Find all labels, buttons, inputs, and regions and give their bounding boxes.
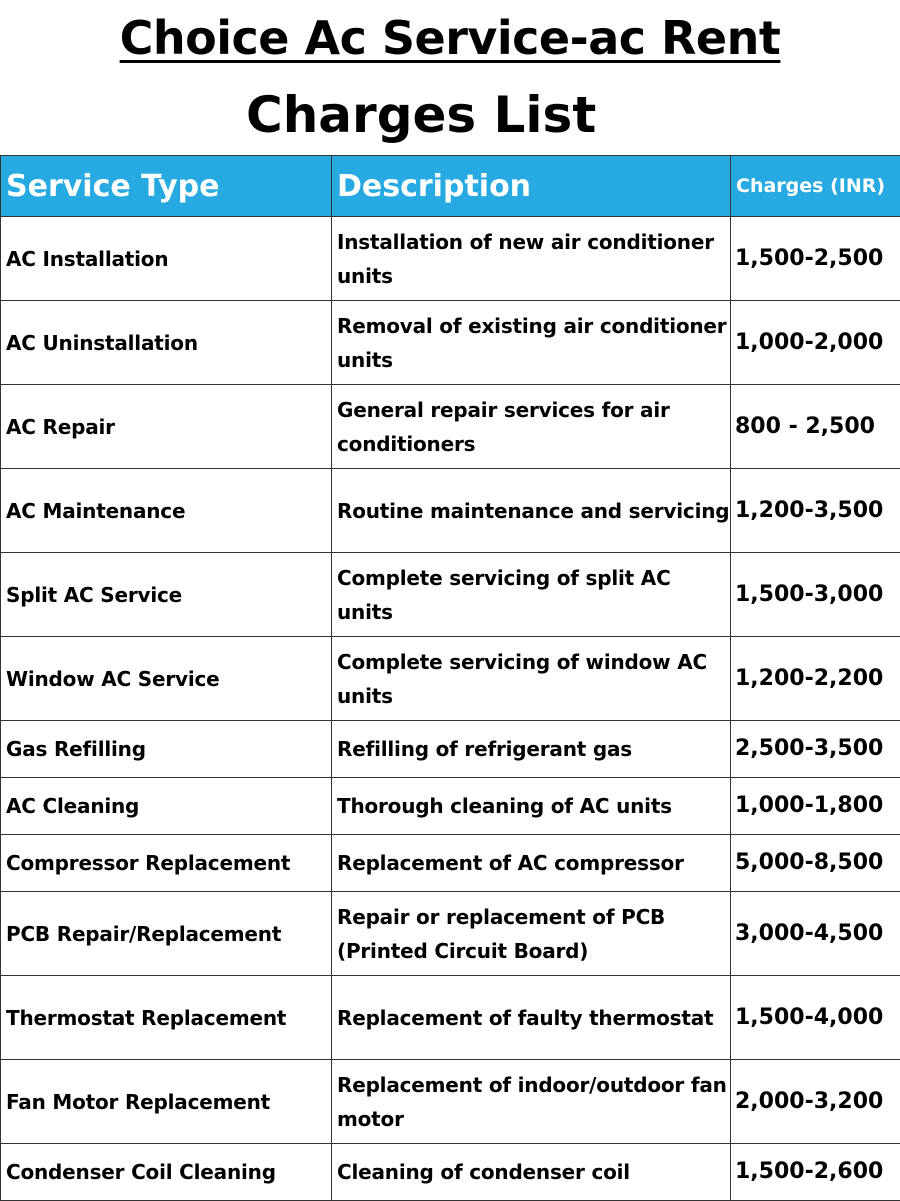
service-type-cell: Fan Motor Replacement [1,1060,332,1144]
charges-cell: 1,500-2,500 [731,217,900,301]
charges-cell: 2,500-3,500 [731,721,900,778]
table-row: Compressor Replacement Replacement of AC… [1,835,900,892]
table-row: AC Maintenance Routine maintenance and s… [1,469,900,553]
description-cell: Replacement of indoor/outdoor fan motor [332,1060,731,1144]
service-type-cell: Compressor Replacement [1,835,332,892]
description-cell: Thorough cleaning of AC units [332,778,731,835]
description-cell: General repair services for air conditio… [332,385,731,469]
charges-cell: 1,500-2,600 [731,1144,900,1201]
table-row: PCB Repair/Replacement Repair or replace… [1,892,900,976]
charges-cell: 1,000-2,000 [731,301,900,385]
column-header-service-type: Service Type [1,156,332,217]
description-cell: Routine maintenance and servicing [332,469,731,553]
table-row: Gas Refilling Refilling of refrigerant g… [1,721,900,778]
description-cell: Cleaning of condenser coil [332,1144,731,1201]
description-cell: Refilling of refrigerant gas [332,721,731,778]
table-row: Condenser Coil Cleaning Cleaning of cond… [1,1144,900,1201]
table-row: Fan Motor Replacement Replacement of ind… [1,1060,900,1144]
table-row: Window AC Service Complete servicing of … [1,637,900,721]
service-type-cell: Thermostat Replacement [1,976,332,1060]
description-cell: Complete servicing of window AC units [332,637,731,721]
column-header-description: Description [332,156,731,217]
description-cell: Replacement of AC compressor [332,835,731,892]
service-type-cell: Condenser Coil Cleaning [1,1144,332,1201]
description-cell: Replacement of faulty thermostat [332,976,731,1060]
table-header-row: Service Type Description Charges (INR) [1,156,900,217]
charges-cell: 1,000-1,800 [731,778,900,835]
table-row: AC Installation Installation of new air … [1,217,900,301]
charges-cell: 800 - 2,500 [731,385,900,469]
description-cell: Complete servicing of split AC units [332,553,731,637]
charges-cell: 1,200-2,200 [731,637,900,721]
table-row: Thermostat Replacement Replacement of fa… [1,976,900,1060]
description-cell: Installation of new air conditioner unit… [332,217,731,301]
service-type-cell: Gas Refilling [1,721,332,778]
page-title: Choice Ac Service-ac Rent [0,6,900,70]
service-type-cell: AC Cleaning [1,778,332,835]
page-title-text: Choice Ac Service-ac Rent [120,11,781,65]
table-row: Split AC Service Complete servicing of s… [1,553,900,637]
service-type-cell: AC Maintenance [1,469,332,553]
charges-cell: 5,000-8,500 [731,835,900,892]
service-type-cell: AC Installation [1,217,332,301]
table-row: AC Cleaning Thorough cleaning of AC unit… [1,778,900,835]
description-cell: Removal of existing air conditioner unit… [332,301,731,385]
charges-cell: 1,200-3,500 [731,469,900,553]
charges-cell: 1,500-3,000 [731,553,900,637]
table-row: AC Repair General repair services for ai… [1,385,900,469]
page-subtitle: Charges List [246,82,596,148]
service-type-cell: PCB Repair/Replacement [1,892,332,976]
column-header-charges: Charges (INR) [731,156,900,217]
charges-cell: 3,000-4,500 [731,892,900,976]
table-row: AC Uninstallation Removal of existing ai… [1,301,900,385]
service-type-cell: AC Uninstallation [1,301,332,385]
service-type-cell: Window AC Service [1,637,332,721]
service-type-cell: Split AC Service [1,553,332,637]
charges-cell: 2,000-3,200 [731,1060,900,1144]
service-type-cell: AC Repair [1,385,332,469]
description-cell: Repair or replacement of PCB (Printed Ci… [332,892,731,976]
charges-cell: 1,500-4,000 [731,976,900,1060]
charges-table: Service Type Description Charges (INR) A… [0,155,900,1201]
